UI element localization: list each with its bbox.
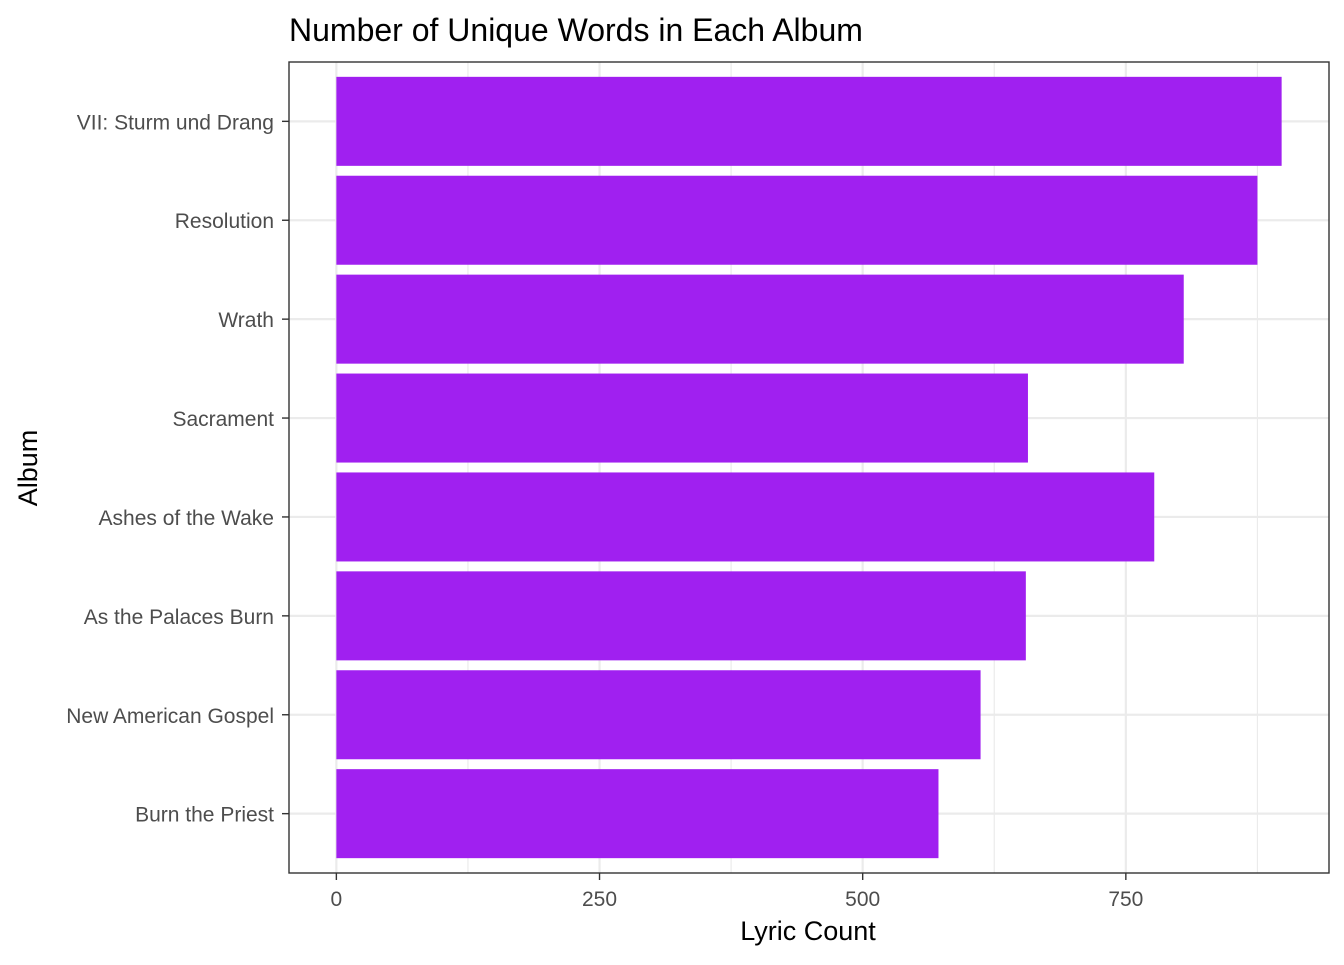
y-tick-label: Wrath <box>218 309 274 332</box>
y-tick-label: Burn the Priest <box>135 804 274 827</box>
chart-title: Number of Unique Words in Each Album <box>289 12 863 48</box>
bar <box>336 373 1028 463</box>
x-axis-title: Lyric Count <box>740 916 876 946</box>
ticks-layer: 0 250 500 750 Burn the Priest New American Go… <box>66 111 1143 911</box>
bar <box>336 274 1184 364</box>
y-tick-label: Ashes of the Wake <box>99 507 274 530</box>
bar <box>336 76 1282 166</box>
bar <box>336 769 939 859</box>
y-tick-label: Sacrament <box>172 408 274 431</box>
bar <box>336 571 1026 661</box>
y-tick-label: Resolution <box>175 210 274 233</box>
y-tick-label: New American Gospel <box>66 705 274 728</box>
bars-layer <box>336 76 1282 859</box>
y-tick-label: VII: Sturm und Drang <box>77 111 274 134</box>
bar <box>336 175 1258 265</box>
x-tick-label: 750 <box>1108 888 1143 911</box>
bar <box>336 472 1155 562</box>
bar <box>336 670 981 760</box>
panel-border <box>288 61 1330 874</box>
y-tick-label: As the Palaces Burn <box>84 606 274 629</box>
x-tick-label: 500 <box>845 888 880 911</box>
x-tick-label: 250 <box>582 888 617 911</box>
x-tick-label: 0 <box>331 888 343 911</box>
y-axis-title: Album <box>13 430 43 507</box>
